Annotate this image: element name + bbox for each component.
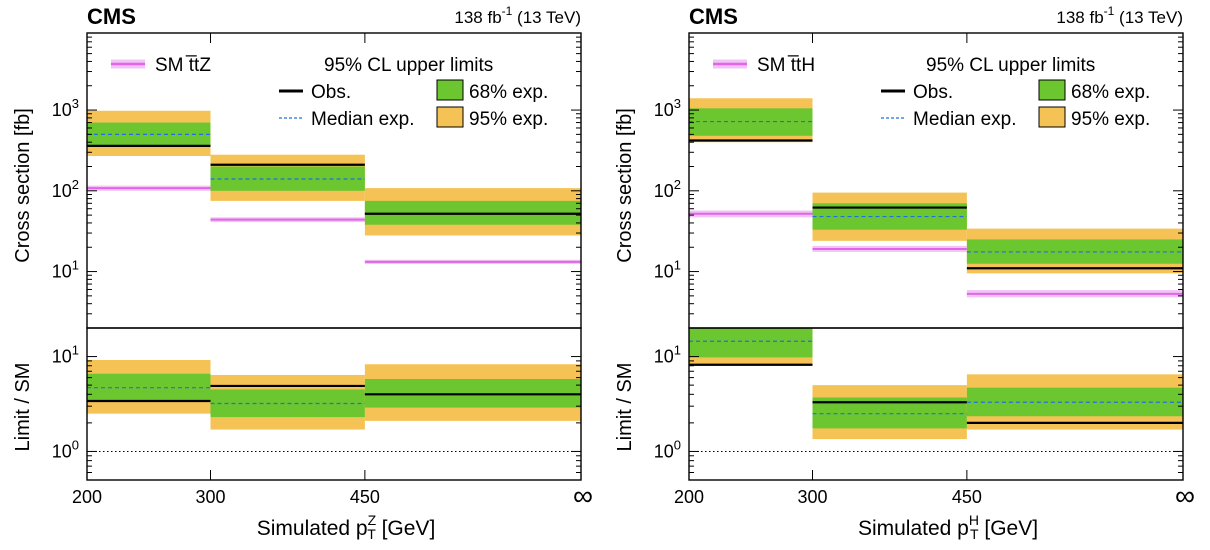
legend-median-label: Median exp. — [311, 109, 415, 130]
x-tick-label: 300 — [797, 487, 827, 507]
legend-header: 95% CL upper limits — [926, 55, 1095, 76]
x-tick-label: ∞ — [1175, 480, 1195, 511]
x-tick-label: ∞ — [573, 480, 593, 511]
x-tick-label: 450 — [952, 487, 982, 507]
legend-68-swatch — [436, 79, 464, 101]
x-tick-label: 200 — [72, 487, 102, 507]
band-68-top-bin-1 — [87, 122, 211, 146]
x-axis-title-xlabel-post: [GeV] — [376, 517, 436, 540]
legend-header: 95% CL upper limits — [324, 55, 493, 76]
x-tick-label: 200 — [674, 487, 704, 507]
x-axis-title-xlabel-sub: T — [367, 526, 376, 542]
x-tick-label: 450 — [350, 487, 380, 507]
experiment-label: CMS — [689, 4, 738, 29]
x-axis-title-xlabel-pre: Simulated p — [257, 517, 368, 540]
lumi-value: 138 fb — [454, 8, 501, 27]
x-tick-label: 300 — [195, 487, 225, 507]
y-axis-title-ratio: Limit / SM — [614, 363, 636, 452]
band-68-ratio-bin-1 — [689, 328, 813, 358]
x-axis-title-xlabel-post: [GeV] — [979, 517, 1039, 540]
legend-sm-label: SM t̅tZ — [155, 55, 211, 76]
legend-95-label: 95% exp. — [469, 109, 548, 130]
y-tick-label-top: 103 — [654, 96, 681, 120]
top-frame — [688, 32, 1184, 329]
legend-95-label: 95% exp. — [1071, 109, 1150, 130]
y-tick-label-top: 102 — [654, 177, 681, 201]
y-tick-label-top: 101 — [52, 258, 79, 282]
legend-sm-label: SM t̅tH — [757, 55, 815, 76]
y-tick-label-ratio: 100 — [52, 437, 79, 461]
legend-95-swatch — [1038, 106, 1066, 128]
lumi-label: 138 fb-1 (13 TeV) — [1056, 4, 1183, 27]
chart-panel-1: 101 102 103 100 101 200 300 450 ∞ CMS 138 fb-1 (13… — [12, 4, 593, 542]
legend-68-label: 68% exp. — [1071, 82, 1150, 103]
energy-label: (13 TeV) — [512, 8, 581, 27]
y-tick-label-ratio: 100 — [654, 437, 681, 461]
x-axis-title: Simulated pZ T [GeV] — [257, 512, 436, 542]
y-tick-label-top: 102 — [52, 177, 79, 201]
legend-obs-label: Obs. — [311, 82, 351, 103]
x-axis-title-xlabel-sup: H — [969, 512, 979, 528]
legend-95-swatch — [436, 106, 464, 128]
legend-68-label: 68% exp. — [469, 82, 548, 103]
band-68-top-bin-1 — [689, 108, 813, 136]
ratio-frame — [688, 327, 1184, 481]
x-axis-title-xlabel-sup: Z — [368, 512, 377, 528]
y-axis-title-top: Cross section [fb] — [614, 108, 636, 263]
ratio-frame — [86, 327, 582, 481]
chart-panel-2: 101 102 103 100 101 200 300 450 ∞ CMS 138 fb-1 (13… — [614, 4, 1195, 542]
legend-obs-label: Obs. — [913, 82, 953, 103]
lumi-value: 138 fb — [1056, 8, 1103, 27]
y-tick-label-ratio: 101 — [654, 343, 681, 367]
legend-median-label: Median exp. — [913, 109, 1017, 130]
lumi-exponent: -1 — [1104, 4, 1115, 18]
band-68-ratio-bin-1 — [87, 373, 211, 402]
y-tick-label-top: 103 — [52, 96, 79, 120]
lumi-exponent: -1 — [502, 4, 513, 18]
x-axis-title-xlabel-sub: T — [970, 526, 979, 542]
energy-label: (13 TeV) — [1114, 8, 1183, 27]
x-axis-title-xlabel-pre: Simulated p — [858, 517, 969, 540]
legend-68-swatch — [1038, 79, 1066, 101]
lumi-label: 138 fb-1 (13 TeV) — [454, 4, 581, 27]
y-tick-label-top: 101 — [654, 258, 681, 282]
experiment-label: CMS — [87, 4, 136, 29]
x-axis-title: Simulated pH T [GeV] — [858, 512, 1038, 542]
y-tick-label-ratio: 101 — [52, 343, 79, 367]
y-axis-title-ratio: Limit / SM — [12, 363, 34, 452]
y-axis-title-top: Cross section [fb] — [12, 108, 34, 263]
